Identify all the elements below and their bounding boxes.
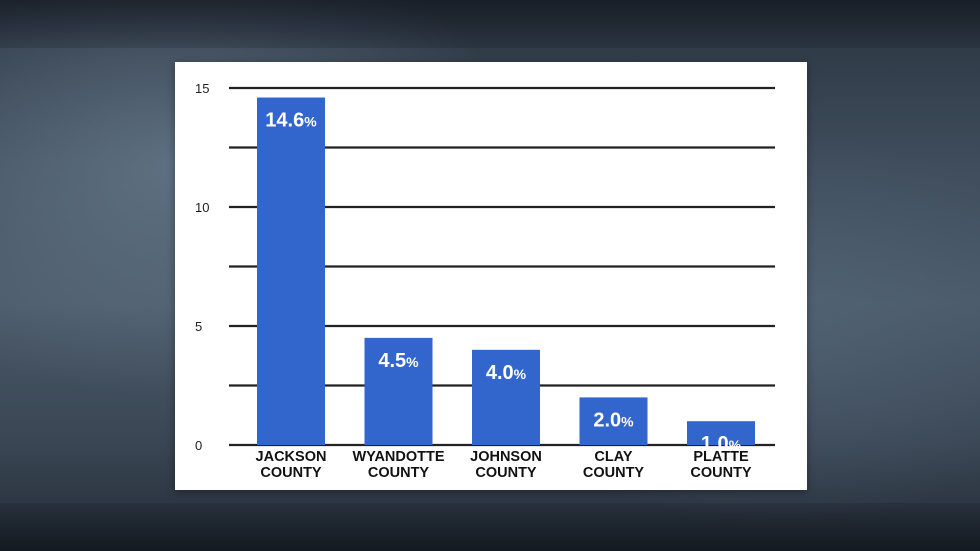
y-tick-label-3: 15 — [195, 81, 209, 96]
bar-3 — [579, 397, 648, 445]
y-tick-label-2: 10 — [195, 200, 209, 215]
category-label-2: JOHNSON COUNTY — [470, 449, 542, 481]
category-label-3: CLAY COUNTY — [583, 449, 645, 481]
category-label-4: PLATTE COUNTY — [690, 449, 752, 481]
category-labels: JACKSON COUNTY WYANDOTTE COUNTY JOHNSON COUNT… — [256, 449, 752, 481]
data-label-1: 4.5% — [378, 350, 419, 372]
data-label-0: 14.6% — [265, 110, 317, 132]
chart-panel: 0 5 10 15 14.6% 4.5% 4.0% 2.0% 1.0% JACKSON COUN… — [175, 62, 807, 490]
bar-0 — [257, 97, 325, 445]
data-label-2: 4.0% — [486, 362, 527, 384]
data-label-3: 2.0% — [593, 409, 634, 431]
bar-4 — [687, 421, 755, 445]
bar-chart: 0 5 10 15 14.6% 4.5% 4.0% 2.0% 1.0% JACKSON COUN… — [195, 81, 775, 481]
background-band-bottom — [0, 503, 980, 551]
y-tick-label-0: 0 — [195, 438, 202, 453]
bars — [257, 97, 755, 445]
background-band-top — [0, 0, 980, 48]
category-label-0: JACKSON COUNTY — [256, 449, 327, 481]
bar-1 — [364, 337, 433, 445]
y-axis-ticks: 0 5 10 15 — [195, 81, 209, 453]
y-tick-label-1: 5 — [195, 319, 202, 334]
data-labels: 14.6% 4.5% 4.0% 2.0% 1.0% — [265, 110, 741, 456]
data-label-4: 1.0% — [701, 433, 742, 455]
category-label-1: WYANDOTTE COUNTY — [352, 449, 444, 481]
bar-2 — [472, 349, 540, 445]
